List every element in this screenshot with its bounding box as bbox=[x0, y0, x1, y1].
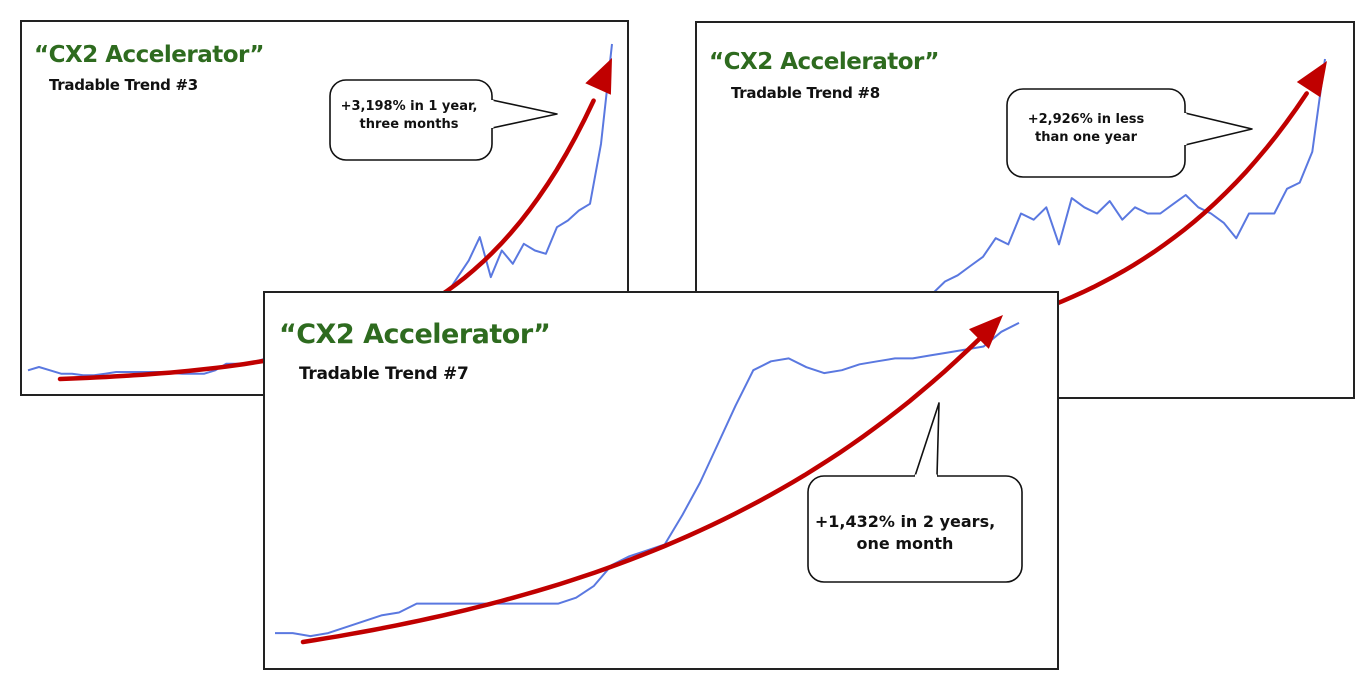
annotation-line-1: +1,432% in 2 years, bbox=[814, 512, 996, 531]
callout-tail bbox=[1184, 112, 1253, 146]
trend-arrow-head bbox=[969, 315, 1003, 349]
chart-panel-trend-7: “CX2 Accelerator” Tradable Trend #7 +1,4… bbox=[263, 291, 1059, 670]
chart-svg-trend-7 bbox=[275, 315, 1023, 645]
annotation-text: +3,198% in 1 year, three months bbox=[334, 98, 484, 133]
chart-svg-trend-3 bbox=[27, 43, 613, 382]
callout-tail bbox=[914, 402, 940, 477]
annotation-line-1: +3,198% in 1 year, bbox=[340, 99, 478, 114]
chart-title: “CX2 Accelerator” bbox=[34, 42, 264, 68]
annotation-line-2: three months bbox=[359, 116, 459, 132]
chart-subtitle: Tradable Trend #3 bbox=[49, 76, 198, 94]
annotation-line-2: than one year bbox=[1034, 129, 1138, 145]
chart-subtitle: Tradable Trend #8 bbox=[731, 84, 880, 102]
price-line bbox=[275, 322, 1020, 638]
chart-title: “CX2 Accelerator” bbox=[279, 319, 551, 350]
callout-tail bbox=[491, 99, 558, 129]
annotation-line-1: +2,926% in less bbox=[1027, 112, 1145, 127]
annotation-text: +1,432% in 2 years, one month bbox=[800, 511, 1010, 554]
annotation-text: +2,926% in less than one year bbox=[1011, 111, 1161, 146]
annotation-line-2: one month bbox=[856, 533, 954, 553]
trend-arrow-head bbox=[1296, 61, 1327, 98]
trend-arrow-head bbox=[585, 58, 612, 95]
chart-title: “CX2 Accelerator” bbox=[709, 49, 939, 75]
chart-subtitle: Tradable Trend #7 bbox=[299, 364, 469, 384]
trend-arrow-line bbox=[300, 336, 982, 645]
